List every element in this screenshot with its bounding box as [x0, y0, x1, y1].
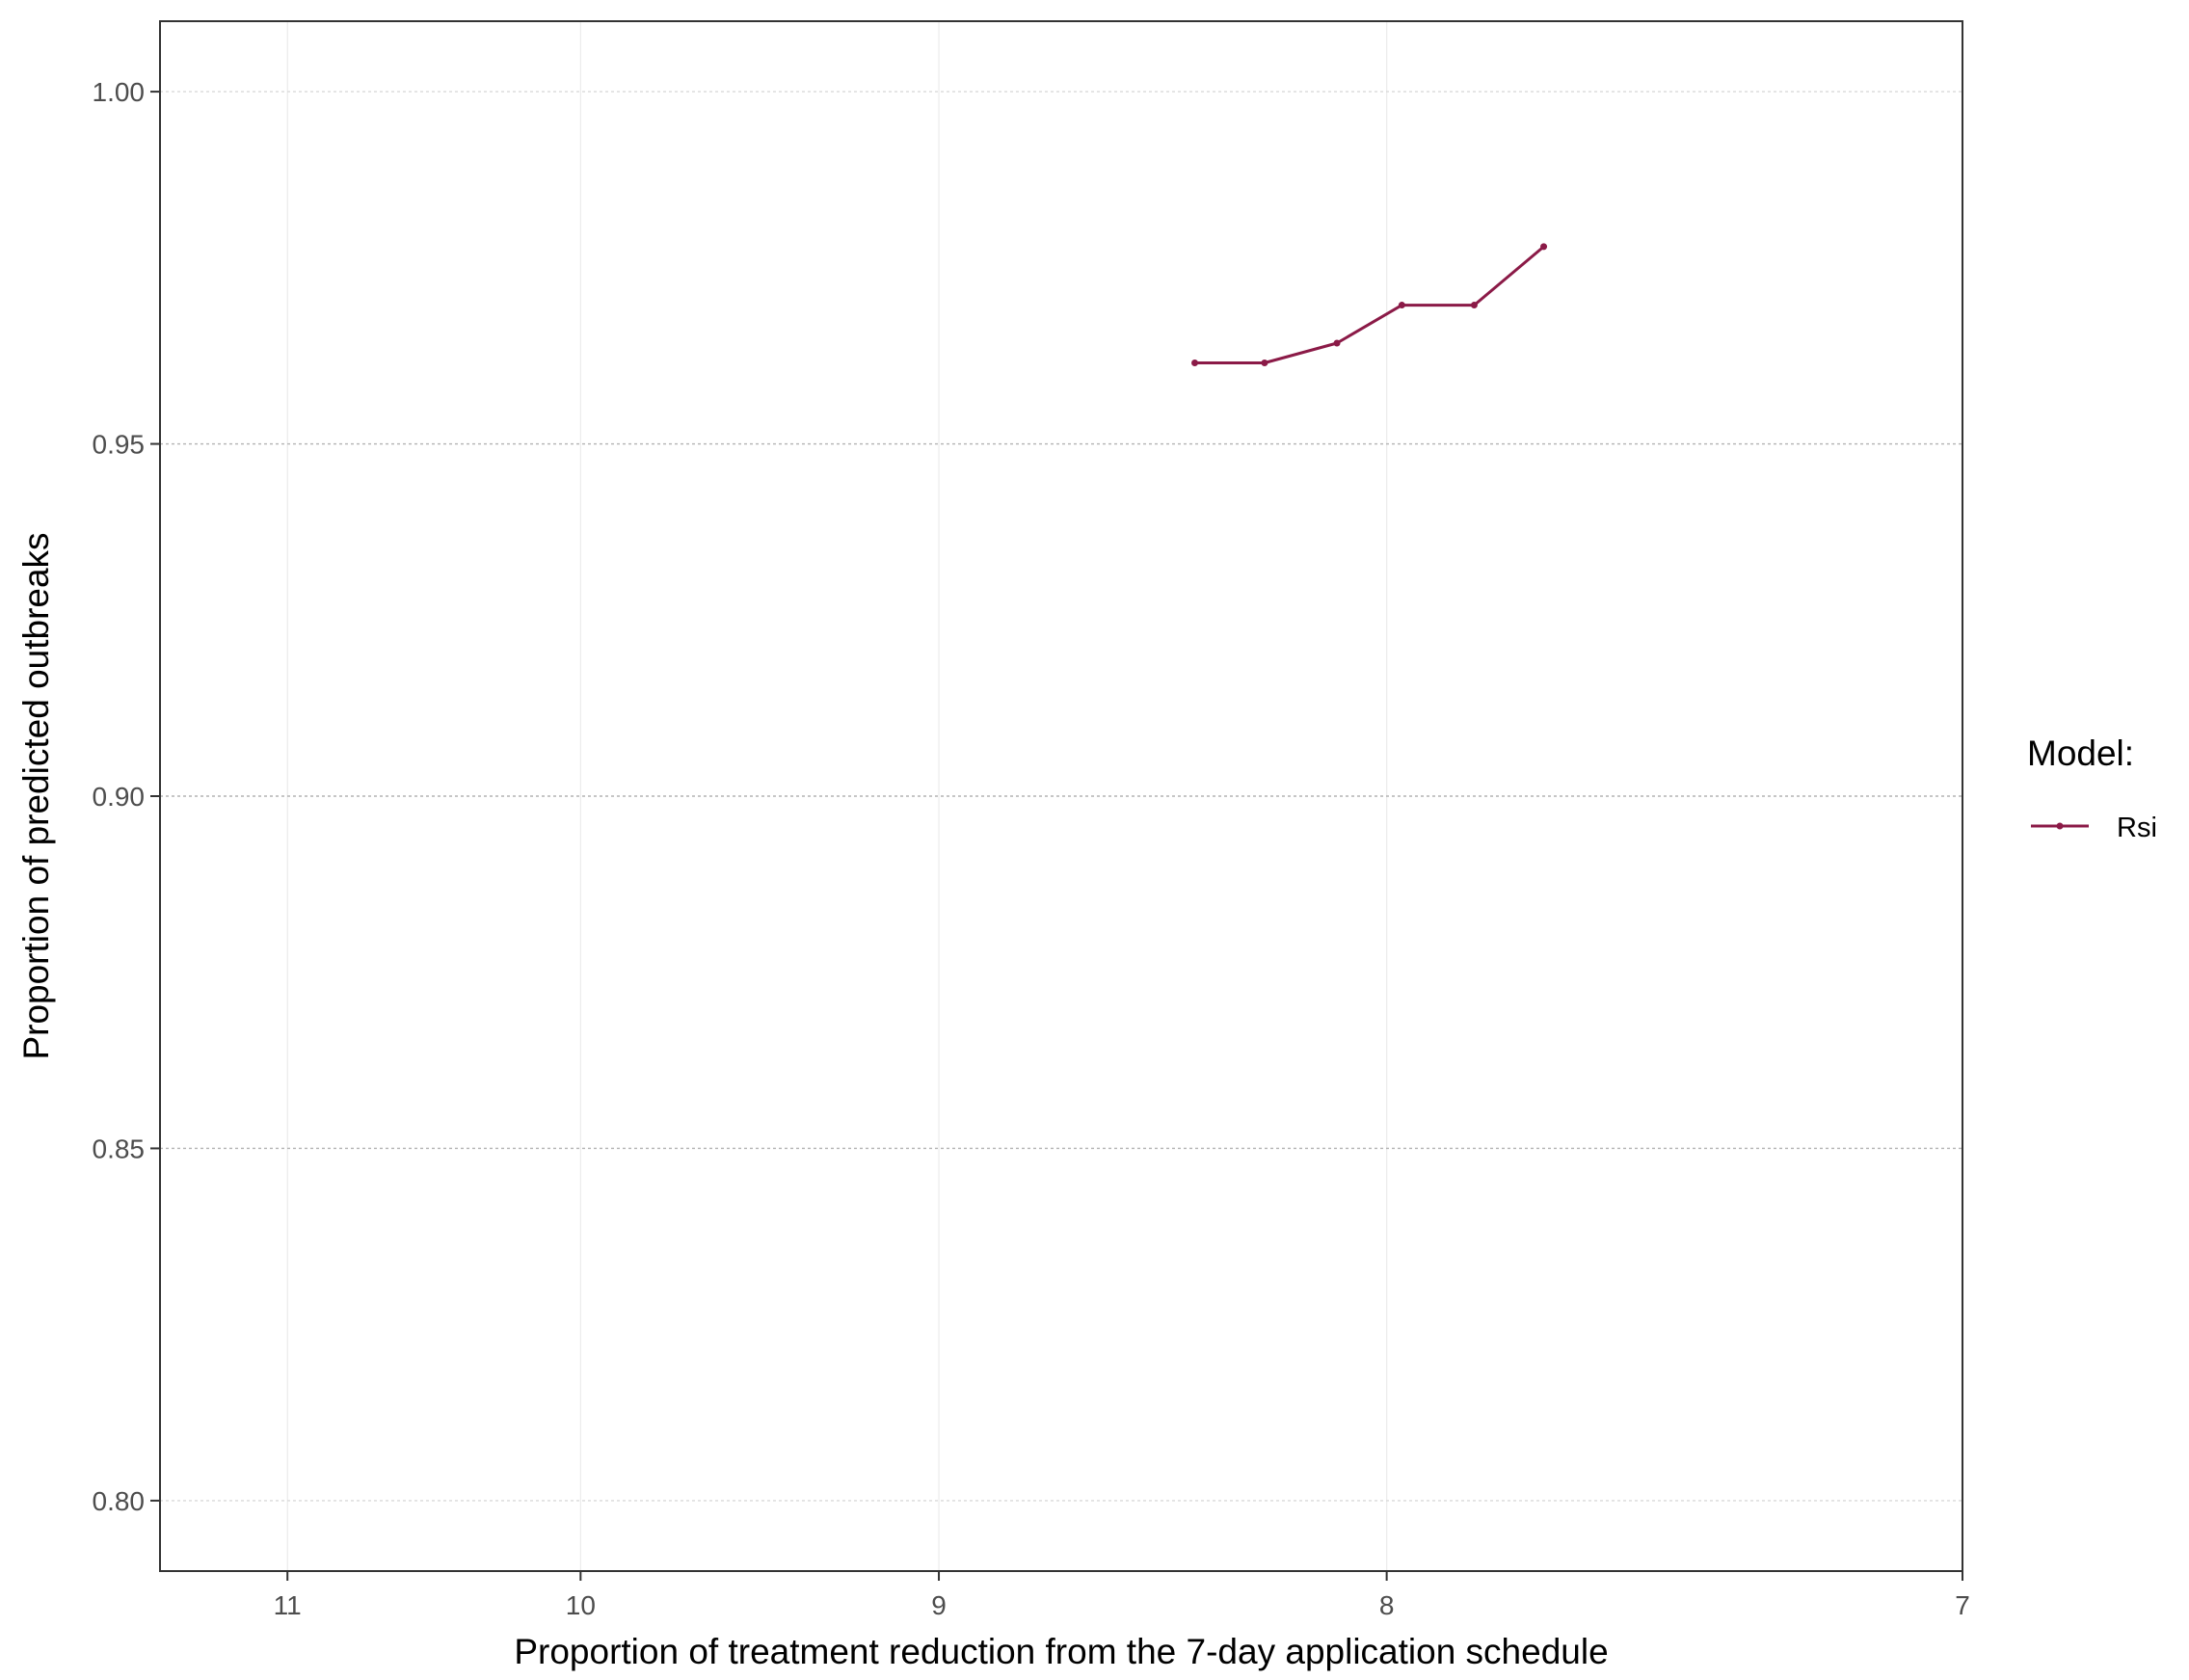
- series-point: [1261, 359, 1268, 366]
- series-point: [1398, 302, 1405, 309]
- y-tick-label: 1.00: [93, 77, 146, 107]
- x-tick-label: 7: [1955, 1590, 1970, 1620]
- series-layer: [1191, 243, 1548, 366]
- y-tick-label: 0.90: [93, 782, 146, 812]
- y-tick-label: 0.95: [93, 430, 146, 460]
- y-tick-label: 0.85: [93, 1133, 146, 1163]
- series-line-rsi: [1194, 245, 1545, 364]
- legend-item-label: Rsi: [2117, 813, 2157, 843]
- y-axis-title: Proportion of predicted outbreaks: [16, 532, 56, 1059]
- series-point: [1333, 339, 1341, 347]
- legend-key-point: [2056, 822, 2064, 830]
- y-axis: 0.80 0.85 0.90 0.95 1.00: [93, 77, 160, 1516]
- y-tick-label: 0.80: [93, 1486, 146, 1516]
- legend: Model: Rsi: [2027, 733, 2157, 843]
- x-tick-label: 10: [566, 1590, 596, 1620]
- legend-title: Model:: [2027, 733, 2134, 773]
- series-point: [1191, 359, 1199, 366]
- series-point: [1470, 302, 1478, 309]
- x-tick-label: 11: [274, 1590, 302, 1620]
- x-axis-title: Proportion of treatment reduction from t…: [514, 1632, 1608, 1671]
- x-axis: 11 10 9 8 7: [274, 1571, 1970, 1620]
- series-point: [1540, 243, 1548, 251]
- x-tick-label: 9: [931, 1590, 947, 1620]
- x-tick-label: 8: [1379, 1590, 1395, 1620]
